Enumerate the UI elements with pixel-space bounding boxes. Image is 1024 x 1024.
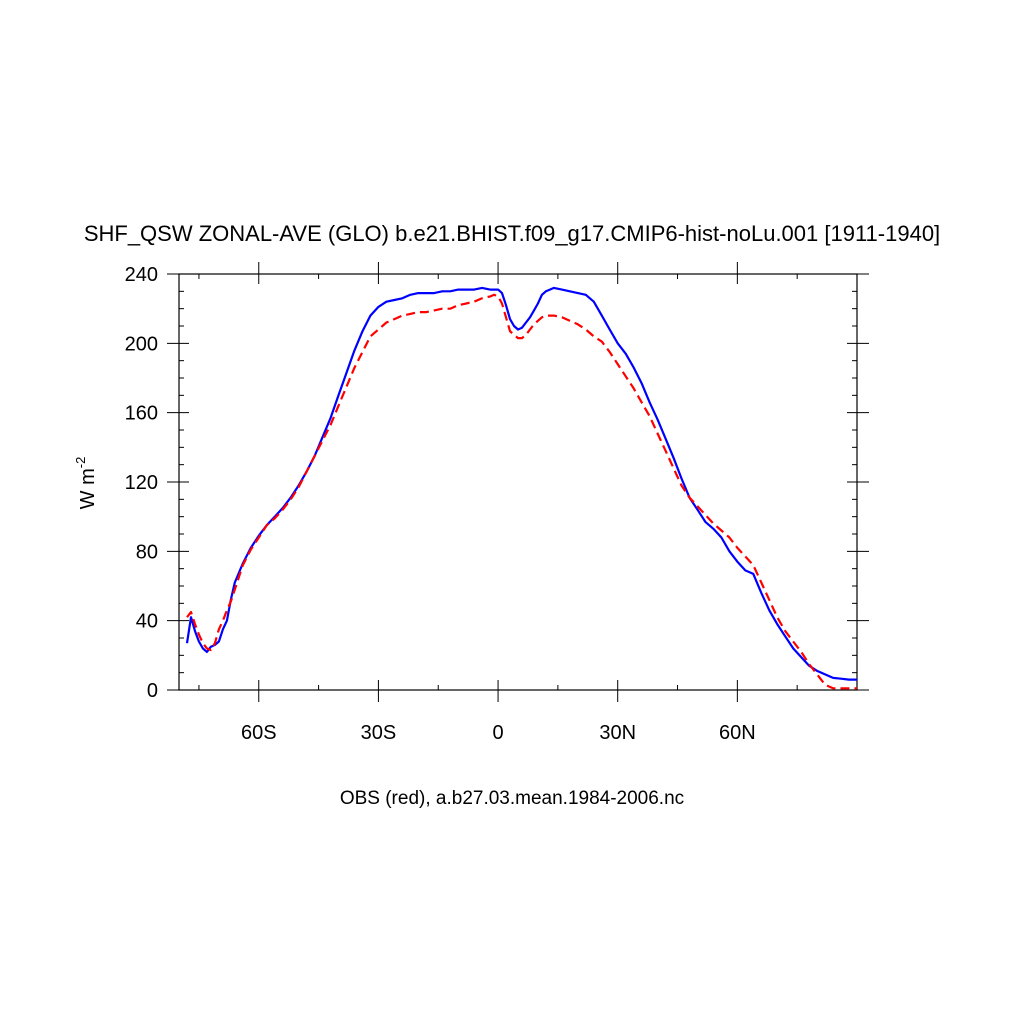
- y-tick-label: 120: [125, 472, 158, 494]
- series-lines: [185, 286, 857, 690]
- y-tick-label: 160: [125, 403, 158, 425]
- plot-area: [178, 273, 858, 691]
- x-axis-label: OBS (red), a.b27.03.mean.1984-2006.nc: [340, 788, 684, 809]
- x-tick-label: 30N: [599, 722, 636, 744]
- major-ticks: [167, 262, 869, 702]
- x-tick-label: 60N: [719, 722, 756, 744]
- minor-ticks: [179, 274, 857, 690]
- x-tick-label: 60S: [241, 722, 277, 744]
- x-axis-tick-labels: 60S 30S 0 30N 60N: [241, 722, 756, 744]
- series-line-obs: [186, 293, 857, 690]
- y-axis-tick-labels: 0 40 80 120 160 200 240: [125, 264, 158, 702]
- y-axis-label: W m-2: [73, 457, 99, 510]
- x-tick-label: 30S: [361, 722, 397, 744]
- y-tick-label: 40: [136, 611, 158, 633]
- x-tick-label: 0: [492, 722, 503, 744]
- plot-border: [178, 273, 858, 691]
- y-axis-label-exponent: -2: [73, 457, 88, 469]
- chart-title: SHF_QSW ZONAL-AVE (GLO) b.e21.BHIST.f09_…: [84, 221, 940, 246]
- y-axis-label-base: W m: [77, 468, 99, 509]
- y-tick-label: 0: [147, 680, 158, 702]
- series-line-model: [185, 286, 857, 681]
- y-tick-label: 80: [136, 541, 158, 563]
- y-tick-label: 240: [125, 264, 158, 286]
- y-tick-label: 200: [125, 333, 158, 355]
